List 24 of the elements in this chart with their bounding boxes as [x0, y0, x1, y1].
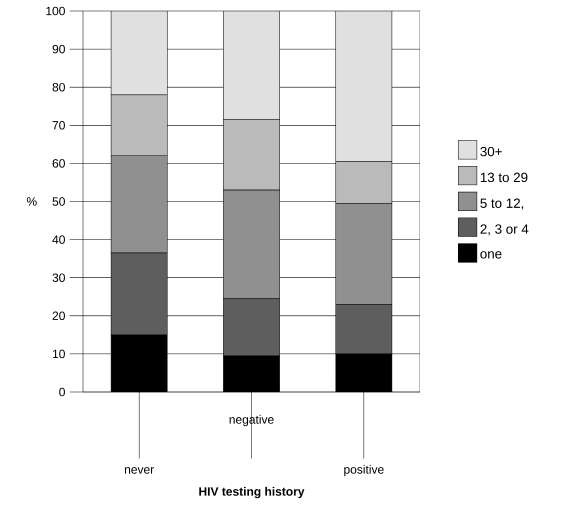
legend-label: 2, 3 or 4: [480, 224, 528, 236]
y-tick-label: 90: [52, 44, 65, 54]
x-axis-title: HIV testing history: [199, 486, 304, 498]
y-tick-label: 40: [52, 235, 65, 244]
legend-label: 13 to 29: [480, 172, 528, 182]
y-axis-title: %: [26, 197, 37, 206]
y-tick-label: 20: [52, 312, 65, 320]
bar: [223, 11, 280, 120]
bar: [335, 11, 392, 162]
y-tick-label: 50: [52, 197, 65, 206]
y-tick-label: 10: [52, 350, 65, 358]
x-tick-label: positive: [344, 464, 384, 476]
x-tick-label: negative: [230, 414, 274, 426]
legend-label: 30+: [480, 146, 502, 156]
y-tick-label: 30: [52, 273, 65, 282]
y-tick-label: 0: [59, 388, 65, 396]
x-tick-label: never: [124, 467, 154, 474]
y-tick-label: 70: [52, 121, 65, 130]
bar: [110, 11, 168, 96]
legend-label: 5 to 12,: [480, 198, 524, 210]
legend-label: one: [480, 251, 502, 259]
y-tick-label: 60: [52, 159, 65, 168]
y-tick-label: 100: [46, 6, 65, 16]
y-tick-label: 80: [52, 82, 65, 92]
